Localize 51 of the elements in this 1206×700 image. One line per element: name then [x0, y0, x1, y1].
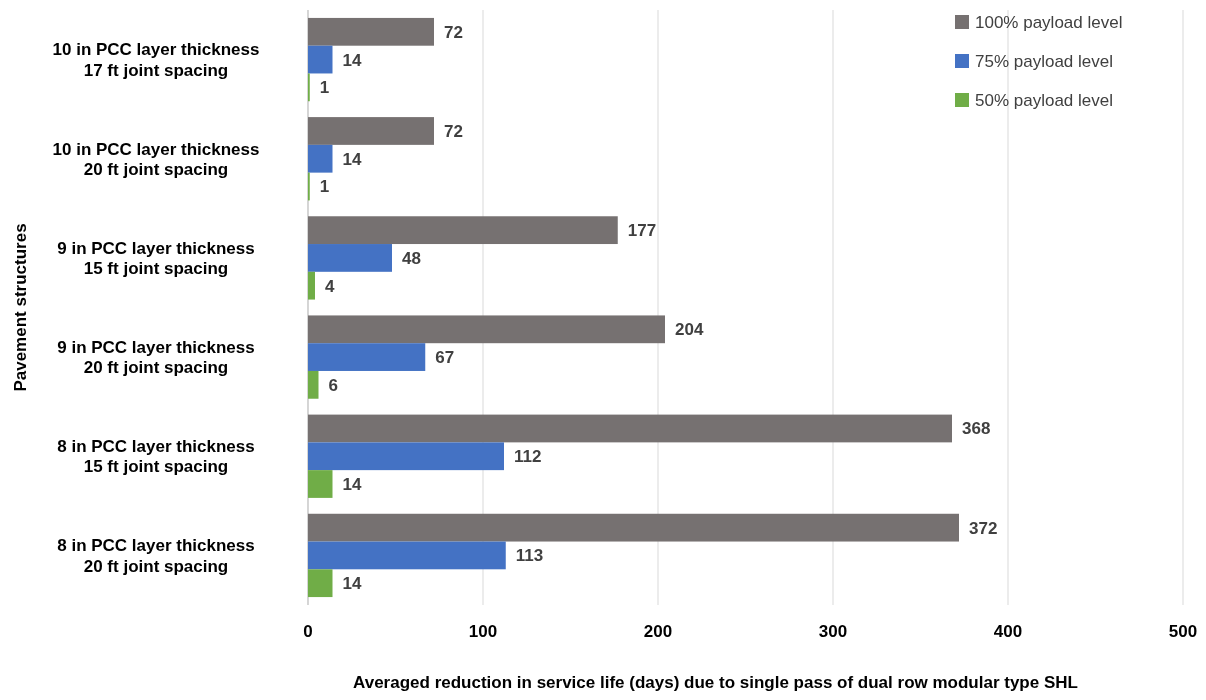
- bar: [308, 271, 315, 300]
- y-tick-label: 9 in PCC layer thickness 15 ft joint spacing: [57, 238, 255, 279]
- y-tick-label: 10 in PCC layer thickness 20 ft joint spacing: [52, 139, 260, 179]
- x-tick-label: 500: [1168, 622, 1198, 641]
- y-tick-label: 8 in PCC layer thickness 15 ft joint spacing: [57, 437, 255, 477]
- y-tick-label: 9 in PCC layer thickness 20 ft joint spacing: [57, 337, 255, 378]
- legend-label: 50% payload level: [975, 90, 1113, 110]
- bar: [308, 244, 392, 272]
- y-tick-label: 10 in PCC layer thickness 17 ft joint spacing: [52, 40, 260, 80]
- data-label: 14: [342, 574, 362, 594]
- data-label: 14: [342, 474, 362, 494]
- bar: [308, 343, 426, 371]
- bar: [308, 17, 434, 46]
- data-label: 4: [325, 276, 335, 296]
- x-tick-label: 100: [468, 622, 498, 641]
- data-label: 372: [969, 518, 998, 538]
- data-label: 112: [514, 447, 542, 467]
- data-label: 113: [515, 546, 544, 566]
- data-label: 67: [435, 348, 455, 368]
- bar: [308, 315, 665, 344]
- bar: [308, 45, 333, 74]
- bar: [308, 216, 618, 245]
- bar: [308, 414, 952, 443]
- y-tick-label: 8 in PCC layer thickness 20 ft joint spacing: [57, 536, 255, 576]
- bar: [308, 370, 319, 399]
- data-label: 204: [675, 320, 704, 340]
- bar: [308, 442, 504, 471]
- data-label: 48: [402, 248, 421, 268]
- data-label: 72: [444, 121, 463, 141]
- x-tick-label: 400: [993, 622, 1023, 641]
- data-label: 177: [627, 221, 657, 241]
- bar: [308, 470, 333, 498]
- data-label: 6: [328, 375, 338, 395]
- data-label: 72: [444, 22, 463, 42]
- legend-label: 75% payload level: [975, 51, 1113, 71]
- bar: [308, 541, 506, 570]
- legend-label: 100% payload level: [975, 12, 1123, 32]
- data-label: 1: [319, 78, 330, 98]
- x-tick-label: 200: [643, 622, 673, 641]
- x-axis-title: Averaged reduction in service life (days) due to single pass of dual row modular type SHL: [353, 673, 1078, 692]
- data-label: 1: [319, 177, 330, 197]
- data-label: 368: [962, 419, 991, 439]
- bar: [308, 117, 434, 145]
- bar: [308, 569, 333, 598]
- y-axis-title: Pavement structures: [11, 223, 30, 392]
- data-label: 14: [342, 50, 362, 70]
- data-label: 14: [342, 149, 362, 169]
- x-tick-label: 300: [818, 622, 848, 641]
- bar: [308, 144, 333, 173]
- bar: [308, 513, 959, 542]
- x-tick-label: 0: [303, 622, 313, 641]
